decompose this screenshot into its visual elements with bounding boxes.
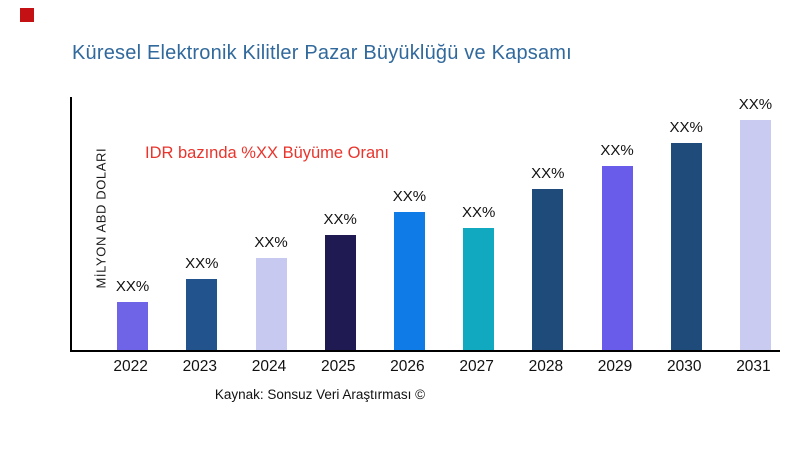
bar-value-label: XX% <box>115 278 150 295</box>
bar-slot-2024: XX% <box>236 234 305 350</box>
bar-slot-2026: XX% <box>375 188 444 350</box>
bar-2026 <box>393 212 425 350</box>
x-tick-label-2022: 2022 <box>113 358 148 375</box>
bar-slot-2029: XX% <box>582 142 651 350</box>
x-tick-label-2031: 2031 <box>736 358 771 375</box>
bar-slot-2030: XX% <box>652 119 721 350</box>
bars-group: XX% XX% XX% XX% XX% XX% XX% XX% XX% XX% <box>98 96 790 350</box>
bar-value-label: XX% <box>531 165 565 182</box>
bar-value-label: XX% <box>323 211 357 228</box>
x-axis-tick-labels: 2022 2023 2024 2025 2026 2027 2028 2029 2030 2031 <box>96 358 788 376</box>
plot-area: MİLYON ABD DOLARI XX% XX% XX% XX% XX% XX% XX% X… <box>70 96 780 352</box>
brand-square-icon <box>20 8 34 22</box>
bar-2027 <box>463 228 495 350</box>
growth-rate-annotation: IDR bazında %XX Büyüme Oranı <box>145 144 389 162</box>
bar-2029 <box>601 166 633 350</box>
bar-slot-2031: XX% <box>721 96 790 350</box>
chart-title: Küresel Elektronik Kilitler Pazar Büyükl… <box>72 42 572 64</box>
bar-2023 <box>186 279 218 350</box>
bar-value-label: XX% <box>738 96 773 113</box>
bar-slot-2027: XX% <box>444 204 513 350</box>
bar-slot-2022: XX% <box>98 278 167 350</box>
x-tick-label-2024: 2024 <box>251 358 287 375</box>
x-tick-label-2028: 2028 <box>528 358 564 375</box>
bar-2022 <box>117 302 149 350</box>
bar-2028 <box>532 189 564 350</box>
bar-value-label: XX% <box>185 255 219 272</box>
bar-slot-2028: XX% <box>513 165 582 350</box>
x-tick-label-2025: 2025 <box>320 358 356 375</box>
bar-2030 <box>670 143 702 350</box>
x-tick-label-2027: 2027 <box>459 358 494 375</box>
bar-value-label: XX% <box>669 119 703 136</box>
x-tick-label-2023: 2023 <box>182 358 218 375</box>
bar-value-label: XX% <box>254 234 288 251</box>
source-caption: Kaynak: Sonsuz Veri Araştırması © <box>214 387 426 402</box>
bar-2031 <box>739 120 771 350</box>
x-tick-label-2029: 2029 <box>597 358 633 375</box>
x-tick-label-2026: 2026 <box>390 358 425 375</box>
bar-slot-2025: XX% <box>306 211 375 350</box>
bar-2024 <box>255 258 287 350</box>
bar-value-label: XX% <box>392 188 427 205</box>
x-tick-label-2030: 2030 <box>666 358 702 375</box>
bar-value-label: XX% <box>600 142 634 159</box>
bar-value-label: XX% <box>461 204 496 221</box>
bar-2025 <box>324 235 356 350</box>
bar-slot-2023: XX% <box>167 255 236 350</box>
